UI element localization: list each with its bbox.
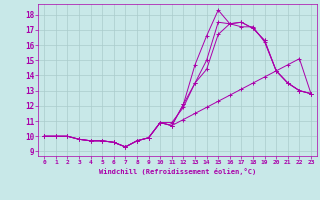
X-axis label: Windchill (Refroidissement éolien,°C): Windchill (Refroidissement éolien,°C) [99, 168, 256, 175]
